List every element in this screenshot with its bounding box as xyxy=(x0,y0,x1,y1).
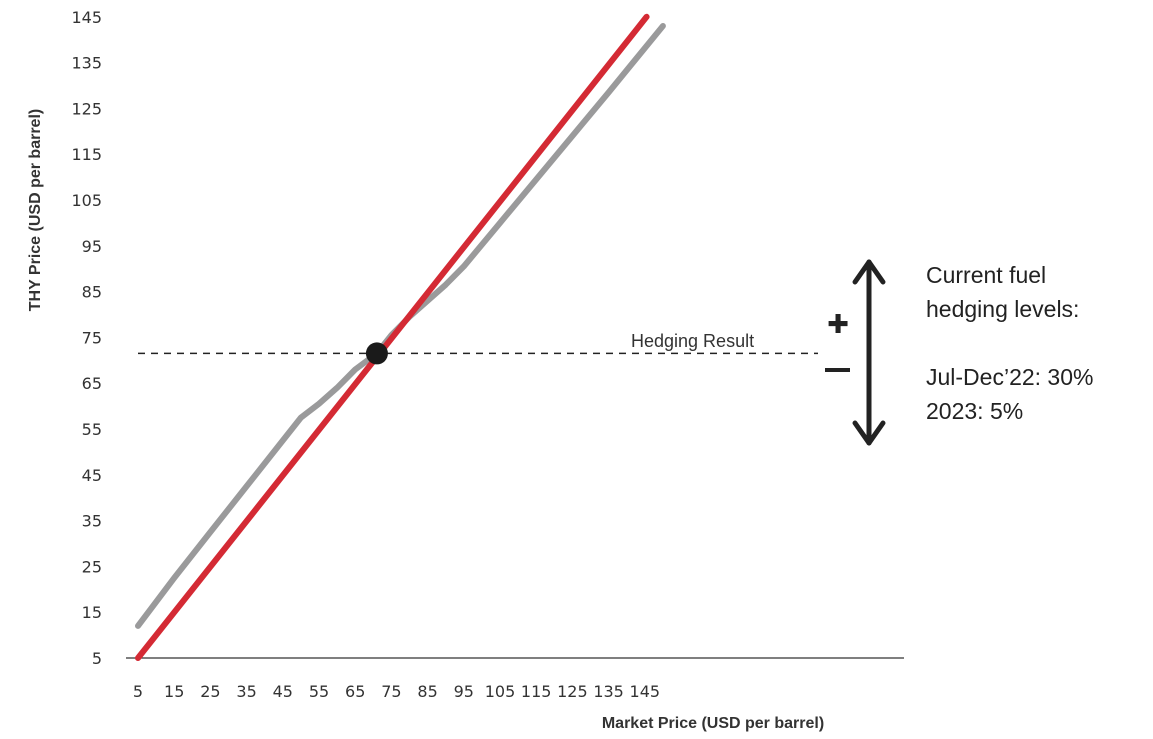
y-tick-label: 95 xyxy=(82,237,102,256)
hedging-levels-text: Current fuel hedging levels: Jul-Dec’22:… xyxy=(926,258,1093,428)
y-axis-title: THY Price (USD per barrel) xyxy=(27,109,44,311)
x-tick-label: 135 xyxy=(593,682,624,701)
y-tick-label: 85 xyxy=(82,283,102,302)
hedging-result-label: Hedging Result xyxy=(631,331,754,351)
x-tick-label: 15 xyxy=(164,682,184,701)
y-tick-label: 25 xyxy=(82,557,102,576)
y-axis-ticks: 5 15 25 35 45 55 65 75 85 95 105 115 125 135 145 xyxy=(71,8,102,668)
x-tick-label: 45 xyxy=(273,682,293,701)
x-axis-title: Market Price (USD per barrel) xyxy=(602,715,824,732)
x-tick-label: 145 xyxy=(630,682,661,701)
series-line-red xyxy=(135,13,650,661)
y-tick-label: 75 xyxy=(82,328,102,347)
x-tick-label: 95 xyxy=(454,682,474,701)
side-line-2: hedging levels: xyxy=(926,296,1080,322)
x-axis-ticks: 5 15 25 35 45 55 65 75 85 95 105 115 125 135 145 xyxy=(133,682,660,701)
side-line-3: Jul-Dec’22: 30% xyxy=(926,364,1094,390)
minus-icon xyxy=(825,368,850,372)
side-line-1: Current fuel xyxy=(926,262,1047,288)
double-arrow-icon xyxy=(852,259,886,446)
y-tick-label: 5 xyxy=(92,649,102,668)
y-tick-label: 115 xyxy=(71,145,102,164)
x-tick-label: 55 xyxy=(309,682,329,701)
y-tick-label: 145 xyxy=(71,8,102,27)
y-tick-label: 55 xyxy=(82,420,102,439)
x-tick-label: 125 xyxy=(557,682,588,701)
x-tick-label: 5 xyxy=(133,682,143,701)
series-group xyxy=(135,13,666,661)
x-tick-label: 85 xyxy=(417,682,437,701)
x-tick-label: 75 xyxy=(381,682,401,701)
x-tick-label: 105 xyxy=(485,682,516,701)
x-tick-label: 25 xyxy=(200,682,220,701)
plus-icon: ✚ xyxy=(827,310,849,340)
y-tick-label: 105 xyxy=(71,191,102,210)
x-tick-label: 115 xyxy=(521,682,552,701)
y-tick-label: 15 xyxy=(82,603,102,622)
y-tick-label: 135 xyxy=(71,54,102,73)
x-tick-label: 35 xyxy=(236,682,256,701)
intersection-point xyxy=(365,342,388,365)
x-tick-label: 65 xyxy=(345,682,365,701)
y-tick-label: 45 xyxy=(82,466,102,485)
y-tick-label: 125 xyxy=(71,99,102,118)
y-tick-label: 35 xyxy=(82,512,102,531)
side-line-4: 2023: 5% xyxy=(926,398,1024,424)
y-tick-label: 65 xyxy=(82,374,102,393)
